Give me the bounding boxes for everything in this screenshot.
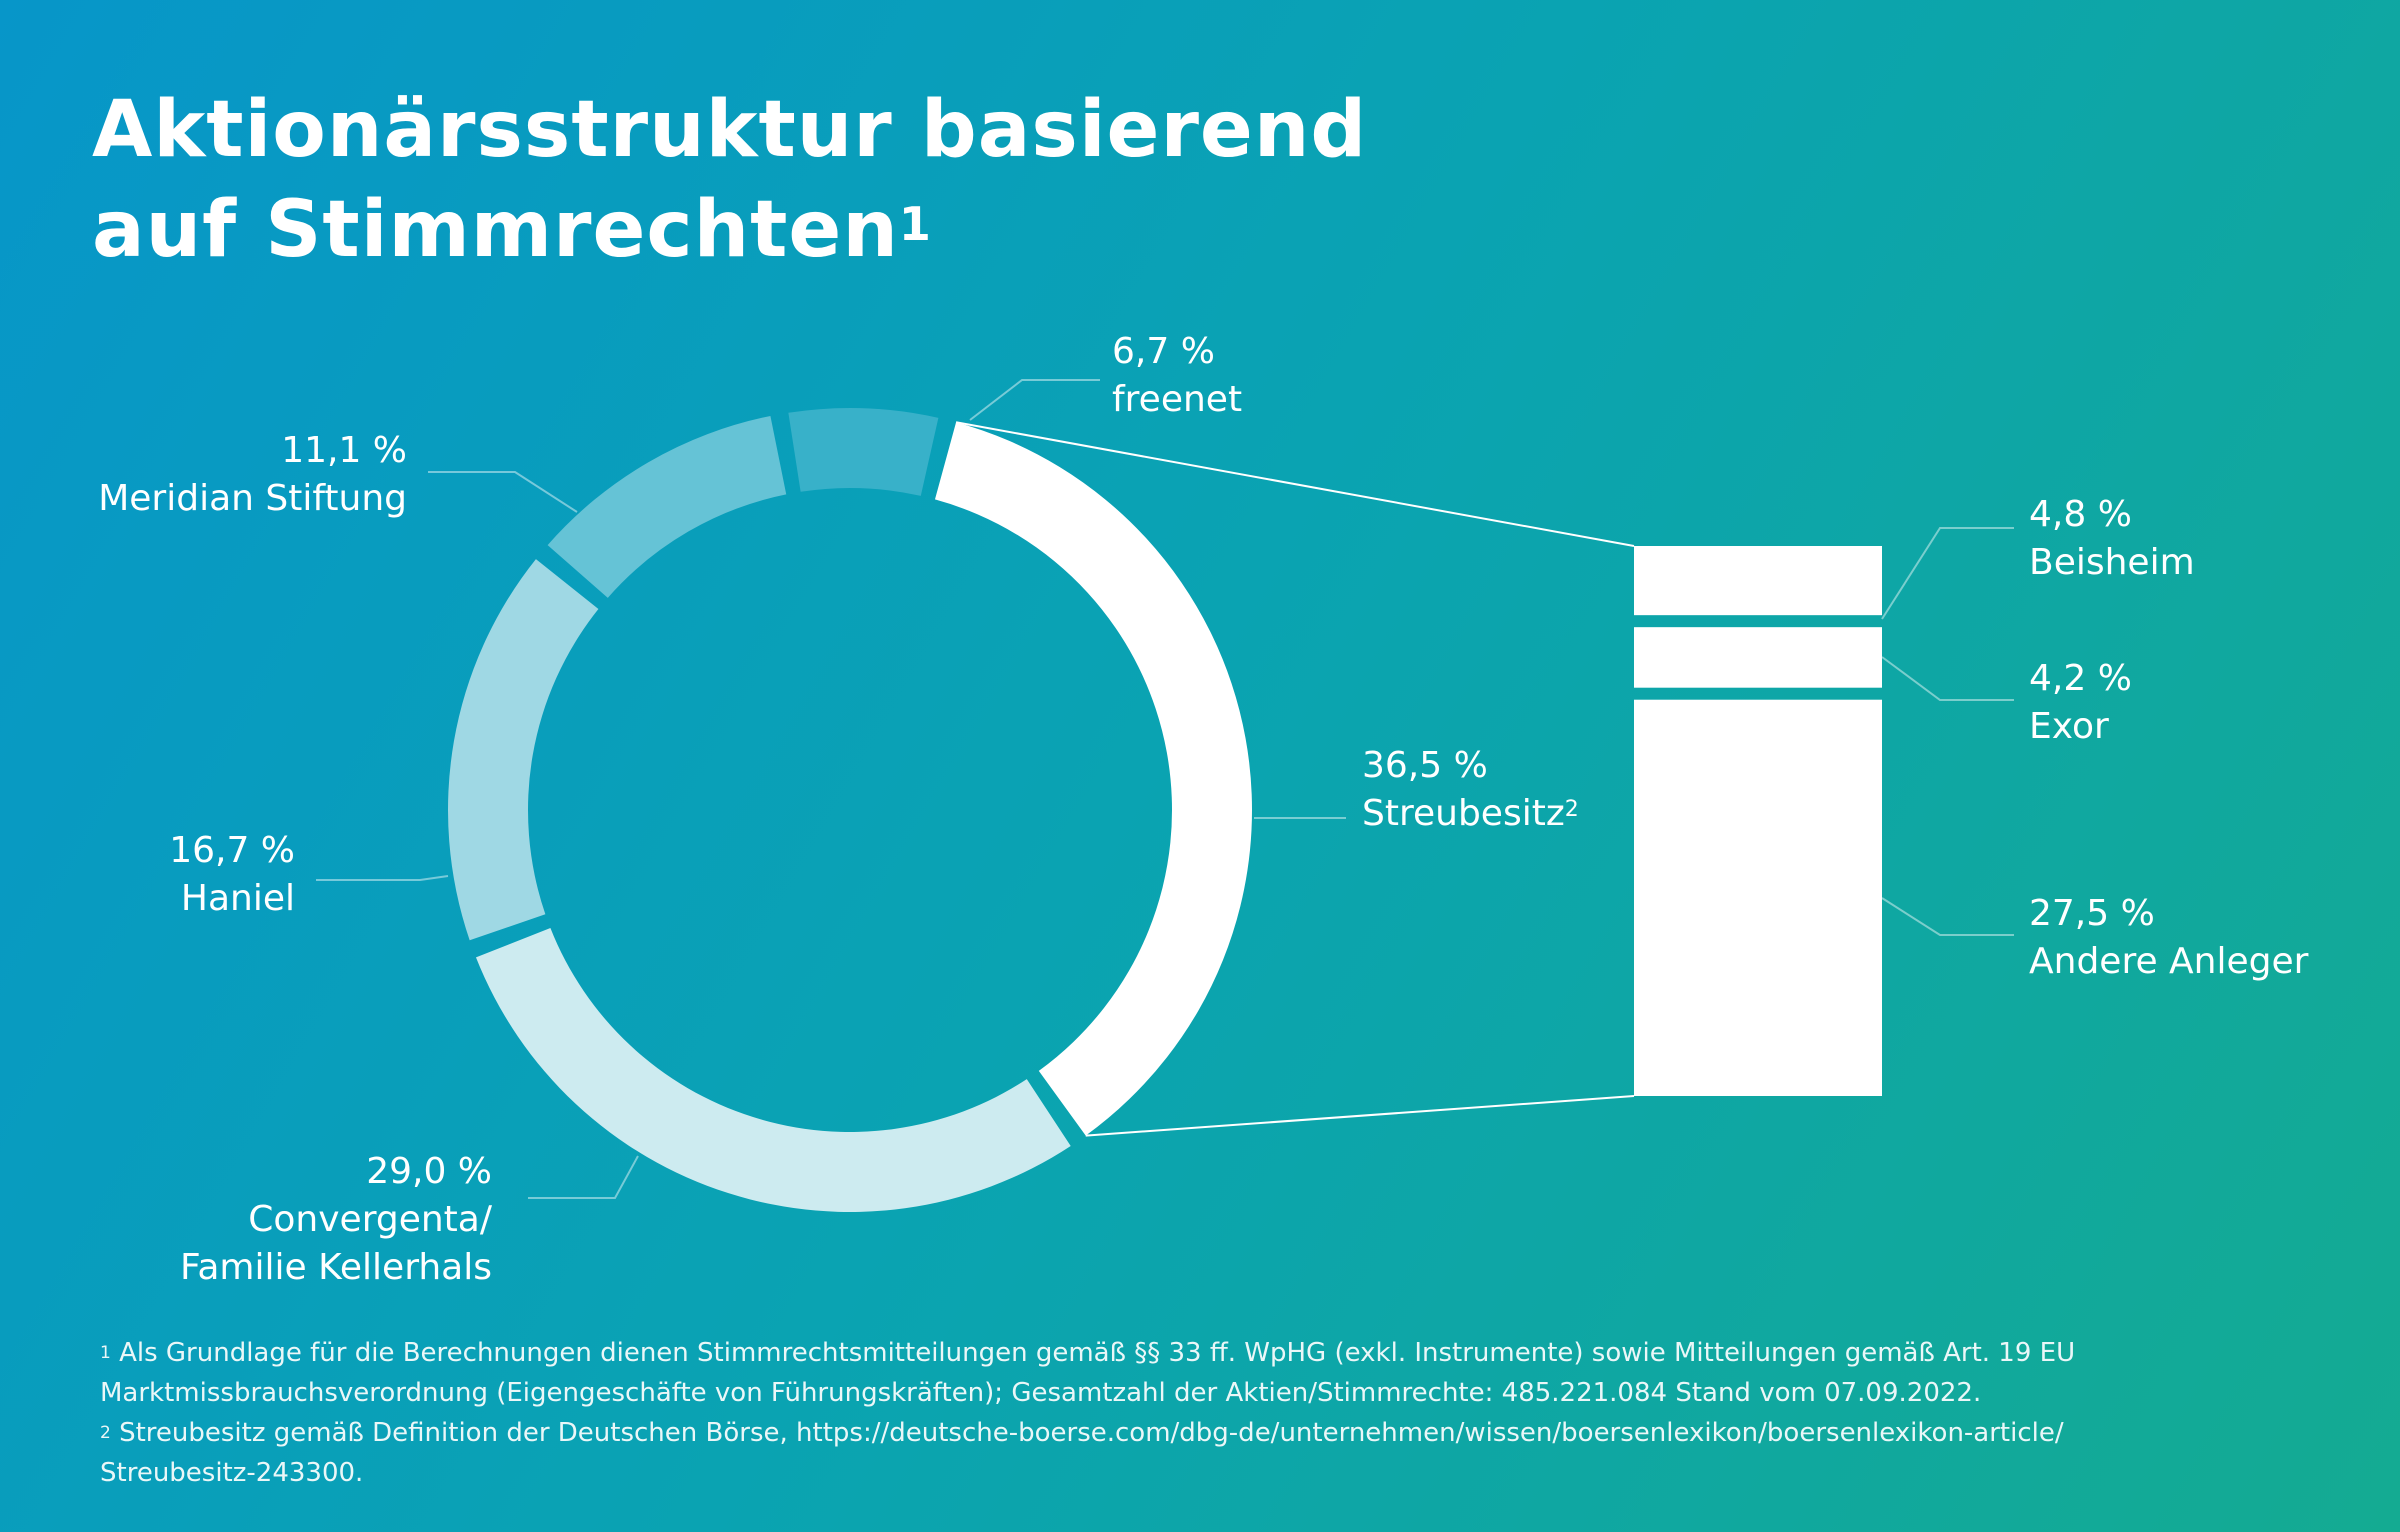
slice-name-streubesitz: Streubesitz — [1362, 793, 1565, 834]
leader-line-freenet — [969, 379, 1100, 421]
chart-title-line1: Aktionärsstruktur basierend — [92, 85, 1368, 175]
breakdown-leader-beisheim — [1881, 527, 2014, 620]
breakdown-label-andere-anleger: 27,5 % Andere Anleger — [2029, 890, 2308, 986]
footnote-2: 2 Streubesitz gemäß Definition der Deuts… — [100, 1413, 2320, 1453]
breakdown-leader-exor — [1881, 656, 2014, 701]
slice-name-convergenta-line1: Convergenta/ — [248, 1199, 492, 1240]
breakdown-name-exor: Exor — [2029, 706, 2109, 747]
slice-value-meridian: 11,1 % — [281, 430, 407, 471]
footnote-1-cont: Marktmissbrauchsverordnung (Eigengeschäf… — [100, 1378, 1982, 1408]
footnote-1-mark: 1 — [100, 1343, 111, 1363]
breakdown-leader-andere-anleger — [1881, 897, 2014, 936]
breakdown-label-beisheim: 4,8 % Beisheim — [2029, 491, 2195, 587]
breakdown-segment-exor — [1634, 627, 1882, 688]
slice-label-haniel: 16,7 % Haniel — [169, 827, 295, 923]
donut-slice-convergenta-familie-kellerhals — [475, 928, 1071, 1212]
footnote-1-line1: Als Grundlage für die Berechnungen diene… — [119, 1338, 2076, 1368]
slice-value-convergenta: 29,0 % — [366, 1151, 492, 1192]
donut-chart — [448, 407, 1252, 1212]
slice-value-streubesitz: 36,5 % — [1362, 745, 1488, 786]
breakdown-label-exor: 4,2 % Exor — [2029, 655, 2132, 751]
slice-name-freenet: freenet — [1112, 379, 1243, 420]
breakdown-name-beisheim: Beisheim — [2029, 542, 2195, 583]
slice-value-freenet: 6,7 % — [1112, 331, 1215, 372]
zoom-connectors — [955, 421, 1635, 1137]
breakdown-value-beisheim: 4,8 % — [2029, 494, 2132, 535]
zoom-connector-top — [955, 421, 1635, 547]
donut-slice-streubesitz — [934, 422, 1252, 1136]
donut-slice-haniel — [448, 559, 599, 941]
breakdown-value-exor: 4,2 % — [2029, 658, 2132, 699]
leader-line-haniel — [316, 875, 449, 881]
zoom-connector-bottom — [1085, 1095, 1635, 1137]
breakdown-name-andere-anleger: Andere Anleger — [2029, 941, 2309, 982]
slice-name-haniel: Haniel — [180, 878, 295, 919]
footnote-2-line1: Streubesitz gemäß Definition der Deutsch… — [119, 1418, 2064, 1448]
donut-slice-meridian-stiftung — [547, 415, 787, 598]
slice-label-freenet: 6,7 % freenet — [1112, 328, 1242, 424]
breakdown-value-andere-anleger: 27,5 % — [2029, 893, 2155, 934]
chart-title: Aktionärsstruktur basierend auf Stimmrec… — [92, 80, 1367, 280]
leader-line-convergenta-familie-kellerhals — [528, 1155, 639, 1199]
slice-name-convergenta-line2: Familie Kellerhals — [179, 1247, 492, 1288]
breakdown-segment-andere-anleger — [1634, 699, 1882, 1096]
slice-label-convergenta: 29,0 % Convergenta/ Familie Kellerhals — [180, 1148, 492, 1292]
footnote-2-mark: 2 — [100, 1423, 111, 1443]
leader-line-meridian-stiftung — [428, 471, 578, 513]
footnote-1: 1 Als Grundlage für die Berechnungen die… — [100, 1333, 2320, 1373]
slice-label-meridian: 11,1 % Meridian Stiftung — [98, 427, 407, 523]
footnote-2-cont: Streubesitz-243300. — [100, 1458, 364, 1488]
slice-name-meridian: Meridian Stiftung — [98, 478, 407, 519]
chart-title-line2: auf Stimmrechten — [92, 185, 899, 275]
footnotes: 1 Als Grundlage für die Berechnungen die… — [100, 1333, 2320, 1493]
slice-value-haniel: 16,7 % — [169, 830, 295, 871]
breakdown-segment-beisheim — [1634, 546, 1882, 616]
title-footnote-mark: 1 — [898, 197, 932, 251]
leader-lines — [316, 379, 2014, 1199]
breakdown-stacked-bar — [1634, 546, 1882, 1096]
streubesitz-footnote-mark: 2 — [1564, 797, 1579, 822]
donut-slice-freenet — [788, 407, 939, 496]
slice-label-streubesitz: 36,5 % Streubesitz2 — [1362, 742, 1579, 838]
